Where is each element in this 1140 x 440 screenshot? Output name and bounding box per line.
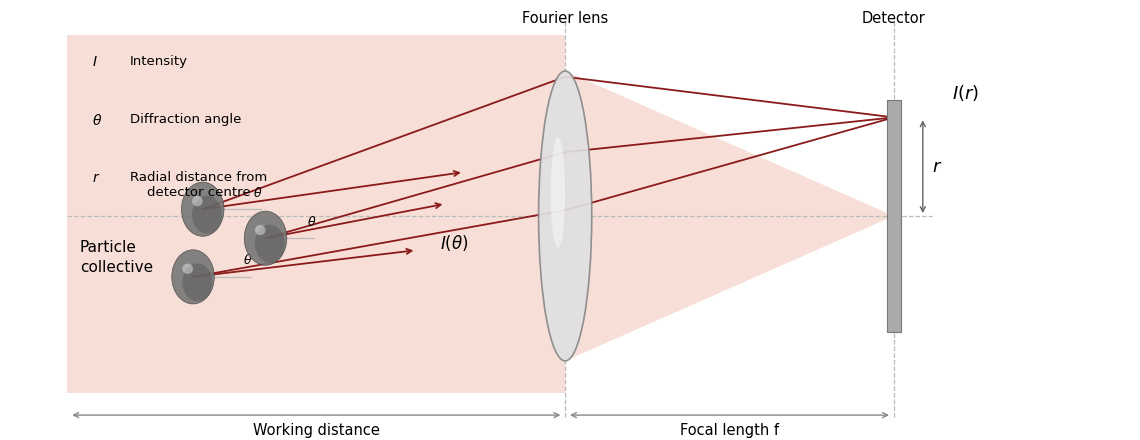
Text: $\theta$: $\theta$ bbox=[253, 186, 262, 200]
Ellipse shape bbox=[192, 196, 203, 206]
Text: Diffraction angle: Diffraction angle bbox=[130, 113, 242, 125]
Bar bbox=[67, 35, 565, 393]
Ellipse shape bbox=[255, 225, 266, 235]
Text: $\theta$: $\theta$ bbox=[91, 113, 101, 128]
Ellipse shape bbox=[244, 211, 287, 265]
Text: Fourier lens: Fourier lens bbox=[522, 11, 609, 26]
Ellipse shape bbox=[182, 263, 212, 301]
Text: $\theta$: $\theta$ bbox=[243, 253, 252, 267]
Text: Radial distance from
    detector centre: Radial distance from detector centre bbox=[130, 171, 268, 198]
Text: Particle
collective: Particle collective bbox=[80, 240, 153, 275]
Ellipse shape bbox=[181, 182, 223, 236]
Text: Focal length f: Focal length f bbox=[679, 423, 779, 438]
Text: $\theta$: $\theta$ bbox=[308, 215, 317, 228]
Ellipse shape bbox=[172, 250, 214, 304]
Ellipse shape bbox=[182, 264, 193, 274]
Text: $r$: $r$ bbox=[933, 158, 943, 176]
Ellipse shape bbox=[551, 138, 565, 248]
Text: $I$: $I$ bbox=[91, 55, 97, 69]
Text: $r$: $r$ bbox=[91, 171, 100, 184]
Ellipse shape bbox=[255, 225, 285, 263]
Polygon shape bbox=[565, 71, 894, 361]
Text: Detector: Detector bbox=[862, 11, 926, 26]
Text: $I(\theta)$: $I(\theta)$ bbox=[440, 233, 469, 253]
Ellipse shape bbox=[538, 71, 592, 361]
Text: $I(r)$: $I(r)$ bbox=[952, 83, 979, 103]
Ellipse shape bbox=[192, 196, 222, 234]
Bar bbox=[887, 100, 901, 332]
Text: Intensity: Intensity bbox=[130, 55, 188, 68]
Text: Working distance: Working distance bbox=[253, 423, 380, 438]
